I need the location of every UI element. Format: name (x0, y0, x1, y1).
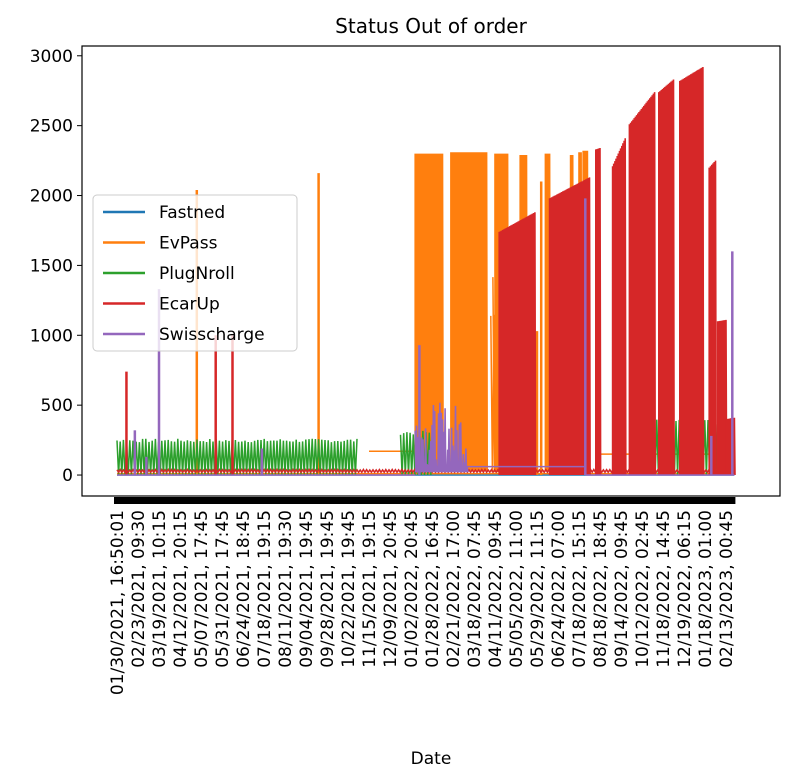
x-tick-label: 02/23/2021, 09:30 (129, 510, 149, 668)
x-tick-label: 01/28/2022, 16:45 (423, 510, 443, 668)
x-axis: 01/30/2021, 16:50:01 02/23/2021, 09:30 03/… (108, 497, 737, 695)
x-tick-label: 09/14/2022, 09:45 (612, 510, 632, 668)
y-tick-label-0: 0 (62, 466, 73, 486)
x-tick-label: 05/07/2021, 17:45 (192, 510, 212, 668)
x-tick-label: 06/24/2021, 18:45 (234, 510, 254, 668)
x-tick-label: 11/18/2022, 14:45 (654, 510, 674, 668)
x-tick-label: 07/18/2021, 19:15 (255, 510, 275, 668)
ecarup-block-7 (708, 160, 717, 476)
x-tick-band (114, 497, 736, 504)
x-tick-label: 12/19/2022, 06:15 (675, 510, 695, 668)
legend-label-ecarup: EcarUp (159, 295, 220, 315)
x-tick-label: 06/24/2022, 07:00 (549, 510, 569, 668)
legend-label-swisscharge: Swisscharge (159, 325, 265, 345)
x-tick-label: 01/18/2023, 01:00 (696, 510, 716, 668)
ecarup-block-0 (498, 212, 537, 476)
y-tick-label-2000: 2000 (30, 187, 73, 207)
x-tick-label: 05/29/2022, 11:15 (528, 510, 548, 668)
x-tick-label: 08/18/2022, 18:45 (591, 510, 611, 668)
ecarup-block-2 (595, 147, 602, 476)
x-tick-label: 11/15/2021, 19:15 (360, 510, 380, 668)
legend-label-plugnroll: PlugNroll (159, 264, 235, 284)
legend-label-fastned: Fastned (159, 203, 225, 223)
x-tick-label: 10/12/2022, 02:45 (633, 510, 653, 668)
y-tick-label-2500: 2500 (30, 117, 73, 137)
x-tick-label: 03/18/2022, 07:45 (465, 510, 485, 668)
x-tick-label: 08/11/2021, 19:30 (276, 510, 296, 668)
x-tick-label: 04/11/2022, 09:45 (486, 510, 506, 668)
legend-box (92, 194, 298, 352)
y-axis: 0 500 1000 1500 2000 2500 3000 (30, 47, 82, 486)
ecarup-block-3 (611, 138, 627, 476)
y-tick-label-500: 500 (41, 396, 73, 416)
ecarup-block-5 (658, 79, 675, 476)
evpass-block-6 (578, 152, 583, 471)
y-tick-label-1500: 1500 (30, 256, 73, 276)
x-tick-label: 07/18/2022, 15:15 (570, 510, 590, 668)
legend-label-evpass: EvPass (159, 234, 218, 254)
y-tick-label-3000: 3000 (30, 47, 73, 67)
x-axis-label: Date (411, 749, 452, 769)
x-tick-label: 12/09/2021, 20:45 (381, 510, 401, 668)
x-tick-label: 03/19/2021, 10:15 (150, 510, 170, 668)
legend: Fastned EvPass PlugNroll EcarUp Swisscharge (92, 194, 298, 352)
evpass-block-1 (450, 152, 488, 471)
y-tick-label-1000: 1000 (30, 326, 73, 346)
ecarup-block-6 (679, 66, 705, 476)
x-tick-label: 09/04/2021, 19:45 (297, 510, 317, 668)
chart-title: Status Out of order (335, 14, 527, 38)
x-tick-label: 10/22/2021, 19:45 (339, 510, 359, 668)
x-tick-label: 09/28/2021, 19:45 (318, 510, 338, 668)
x-tick-label: 02/13/2023, 00:45 (717, 510, 737, 668)
ecarup-block-4 (628, 92, 656, 476)
x-tick-label: 01/30/2021, 16:50:01 (108, 510, 128, 695)
x-tick-label: 04/12/2021, 20:15 (171, 510, 191, 668)
axes-frame (81, 45, 781, 497)
evpass-block-5 (569, 154, 575, 471)
x-tick-label: 02/21/2022, 17:00 (444, 510, 464, 668)
x-tick-label: 05/31/2021, 17:45 (213, 510, 233, 668)
swisscharge-noise (414, 402, 469, 476)
x-tick-label: 05/05/2022, 11:00 (507, 510, 527, 668)
ecarup-block-1 (548, 177, 591, 476)
x-tick-label: 01/02/2022, 20:45 (402, 510, 422, 668)
ecarup-block-9 (725, 417, 736, 476)
